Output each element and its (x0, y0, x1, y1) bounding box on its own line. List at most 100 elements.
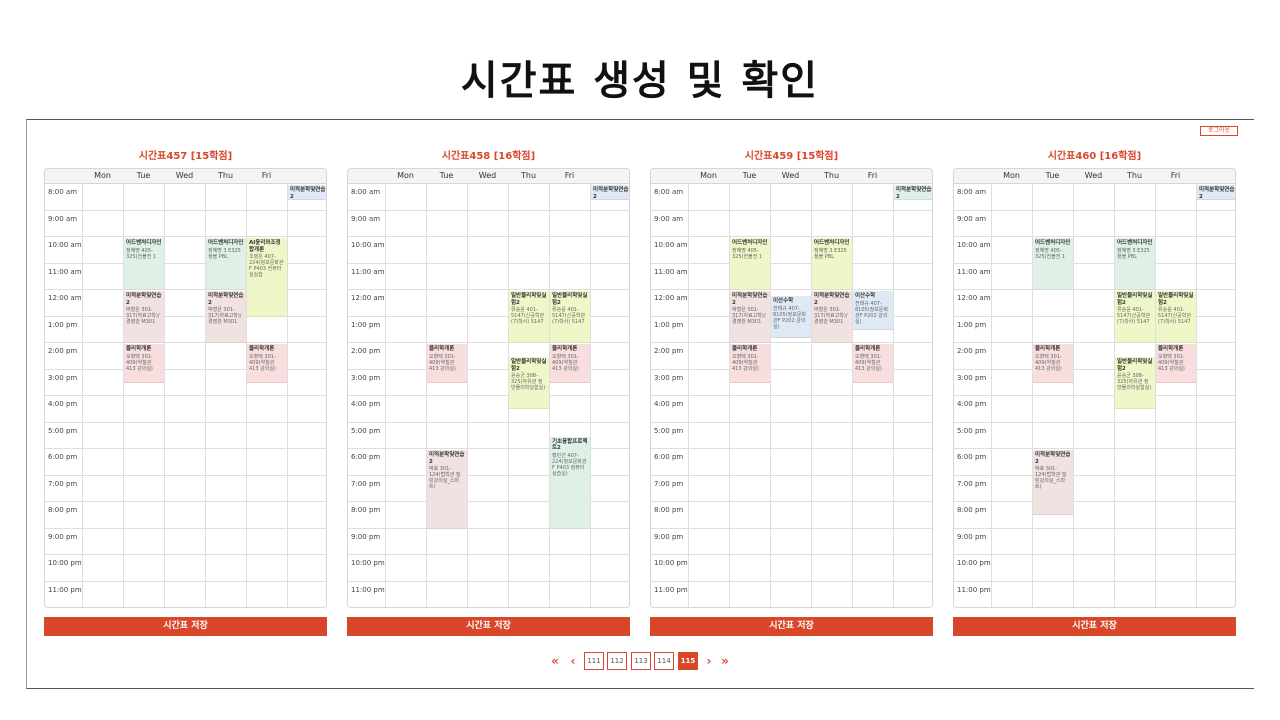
course-title: 물리학개론 (249, 346, 275, 352)
course-detail: 정혜명 3 E325 정볼 PBL (814, 247, 847, 260)
hour-row: 1:00 pm (954, 317, 1235, 343)
course-detail: 박형은 301-317(자료고학)/경영관 M301 (814, 307, 848, 325)
course-detail: 오향택 301-409(약칠관 413 강의실) (732, 353, 759, 372)
course-block[interactable]: 미적분학및연습2 (1197, 185, 1235, 200)
hour-label: 9:00 pm (957, 532, 987, 541)
course-block[interactable]: 미적분학및연습2 (288, 185, 326, 200)
timetable-title: 시간표457 [15학점] (138, 151, 233, 162)
grid-line (1073, 184, 1074, 607)
timetable-title: 시간표460 [16학점] (1047, 151, 1142, 162)
prev-page-button[interactable]: ‹ (570, 654, 576, 668)
course-block[interactable]: 어드벤처디자인 정혜명 405-325(컨볼전 1 (1033, 238, 1073, 290)
last-page-button[interactable]: » (721, 654, 729, 668)
course-detail: 정혜명 405-325(컨볼전 1 (732, 247, 763, 260)
course-block[interactable]: 일반물리학및실험2 류승윤 401-5147(신공학관(7)학사) 5147 (1156, 291, 1196, 343)
course-block[interactable]: 미적분학및연습2 박형은 301-317(자료고학)/경영관 M301 (124, 291, 164, 343)
save-timetable-button[interactable]: 시간표 저장 (953, 617, 1236, 636)
course-block[interactable]: 어드벤처디자인 정혜명 3 E325 정볼 PBL (1115, 238, 1155, 290)
hour-label: 9:00 am (351, 214, 381, 223)
hour-label: 4:00 pm (351, 400, 381, 408)
hour-row: 3:00 pm (651, 370, 932, 396)
hour-row: 3:00 pm (954, 370, 1235, 396)
page-button[interactable]: 112 (607, 652, 627, 670)
course-block[interactable]: 이산수학 전태규 407-8105(정보문화관F P202 강의실) (771, 296, 811, 338)
page-button-active[interactable]: 115 (678, 652, 698, 670)
hour-label: 1:00 pm (48, 320, 78, 329)
course-title: 미적분학및연습2 (126, 293, 162, 306)
day-label: Mon (700, 171, 717, 180)
course-block[interactable]: 어드벤처디자인 정혜명 405-325(컨볼전 1 (730, 238, 770, 290)
course-block[interactable]: 어드벤처디자인 정혜명 3 E325 정볼 PBL (812, 238, 852, 290)
course-detail: 오향택 301-409(약칠관 413 강의실) (1158, 353, 1185, 372)
course-block[interactable]: 미적분학및연습2 박형은 301-317(자료고학)/경영관 M301 (206, 291, 246, 343)
hour-row: 7:00 pm (651, 476, 932, 502)
hour-row: 12:00 am (954, 290, 1235, 317)
page-button[interactable]: 113 (631, 652, 651, 670)
course-block[interactable]: 물리학개론 오향택 301-409(약칠관 413 강의실) (550, 344, 590, 383)
hour-row: 4:00 pm (348, 396, 629, 423)
hour-row: 5:00 pm (954, 423, 1235, 449)
course-title: 일반물리학및실험2 (1158, 293, 1194, 306)
course-block[interactable]: 어드벤처디자인 정혜명 3 E325 정볼 PBL (206, 238, 246, 290)
save-timetable-button[interactable]: 시간표 저장 (44, 617, 327, 636)
course-block[interactable]: 기초융합프로젝트2 황민선 407-224(정보문화관F P403 컴퓨터실습실) (550, 436, 590, 529)
page-button[interactable]: 114 (654, 652, 674, 670)
page-button[interactable]: 111 (584, 652, 604, 670)
course-block[interactable]: 물리학개론 오향택 301-409(약칠관 413 강의실) (1033, 344, 1073, 383)
hour-label: 2:00 pm (654, 347, 684, 355)
day-header: Mon Tue Wed Thu Fri (348, 169, 629, 184)
course-block[interactable]: 미적분학및연습2 (894, 185, 932, 200)
hour-label: 10:00 am (351, 241, 385, 249)
course-block[interactable]: 이산수학 전태규 407-8105(정보문화관F P202 강의실) (853, 291, 893, 330)
course-detail: 오향택 301-409(약칠관 413 강의실) (1035, 353, 1062, 372)
hour-row: 8:00 pm (954, 502, 1235, 529)
course-block[interactable]: 일반물리학및실험2 류승윤 401-5147(신공학관(7)학사) 5147 (509, 291, 549, 343)
hour-row: 11:00 pm (954, 582, 1235, 608)
hour-row: 3:00 pm (348, 370, 629, 396)
hour-row: 4:00 pm (954, 396, 1235, 423)
logout-button[interactable]: 로그아웃 (1200, 126, 1238, 136)
save-timetable-button[interactable]: 시간표 저장 (347, 617, 630, 636)
course-block[interactable]: 미적분학및연습2 박형은 301-317(자료고학)/경영관 M301 (730, 291, 770, 343)
grid-line (385, 184, 386, 607)
hour-row: 2:00 pm (45, 343, 326, 370)
course-block[interactable]: 일반물리학및실험2 윤승군 308-325(자유관 정 반물리학실험실) (509, 357, 549, 410)
course-block[interactable]: 물리학개론 오향택 301-409(약칠관 413 강의실) (1156, 344, 1196, 383)
course-block[interactable]: 일반물리학및실험2 류승윤 401-5147(신공학관(7)학사) 5147 (1115, 291, 1155, 343)
course-block[interactable]: 물리학개론 오향택 301-409(약칠관 413 강의실) (124, 344, 164, 383)
hour-label: 10:00 am (48, 241, 82, 249)
hour-label: 3:00 pm (654, 373, 684, 382)
hour-row: 7:00 pm (348, 476, 629, 502)
course-block[interactable]: 미적분학및연습2 박형은 301-317(자료고학)/경영관 M301 (812, 291, 852, 343)
hour-label: 6:00 pm (957, 453, 987, 461)
course-block[interactable]: 미적분학및연습2 박효 301-124(법학관 밀린강의실_스마트) (1033, 450, 1073, 516)
course-block[interactable]: 물리학개론 오향택 301-409(약칠관 413 강의실) (427, 344, 467, 383)
hour-label: 10:00 am (654, 241, 688, 249)
hour-row: 10:00 pm (348, 555, 629, 582)
grid-line (852, 184, 853, 607)
next-page-button[interactable]: › (706, 654, 712, 668)
course-block[interactable]: 일반물리학및실험2 류승윤 401-5147(신공학관(7)학사) 5147 (550, 291, 590, 343)
course-block[interactable]: 일반물리학및실험2 윤승군 308-325(자유관 정 반물리학실험실) (1115, 357, 1155, 410)
hour-row: 2:00 pm (348, 343, 629, 370)
course-detail: 정혜명 405-325(컨볼전 1 (1035, 247, 1066, 260)
course-title: 물리학개론 (429, 346, 455, 352)
day-header: Mon Tue Wed Thu Fri (45, 169, 326, 184)
first-page-button[interactable]: « (551, 654, 559, 668)
hour-row: 11:00 pm (45, 582, 326, 608)
save-timetable-button[interactable]: 시간표 저장 (650, 617, 933, 636)
course-title: 어드벤처디자인 (732, 240, 768, 246)
course-title: AI윤리와조정합개론 (249, 240, 281, 253)
hour-label: 5:00 pm (48, 426, 78, 435)
hour-label: 11:00 am (351, 267, 385, 276)
course-block[interactable]: 미적분학및연습2 박효 301-124(법학관 밀린강의실_스마트) (427, 450, 467, 529)
course-block[interactable]: 물리학개론 오향택 301-409(약칠관 413 강의실) (730, 344, 770, 383)
grid-line (164, 184, 165, 607)
course-block[interactable]: 물리학개론 오향택 301-409(약칠관 413 강의실) (853, 344, 893, 383)
course-block[interactable]: 미적분학및연습2 (591, 185, 629, 200)
hour-label: 1:00 pm (654, 320, 684, 329)
course-block[interactable]: AI윤리와조정합개론 조영은 407-224(정보문화관F P403 컨퓨터실실습 (247, 238, 287, 317)
grid-line (770, 184, 771, 607)
course-block[interactable]: 어드벤처디자인 정혜명 405-325(컨볼전 1 (124, 238, 164, 290)
course-block[interactable]: 물리학개론 오향택 301-409(약칠관 413 강의실) (247, 344, 287, 383)
